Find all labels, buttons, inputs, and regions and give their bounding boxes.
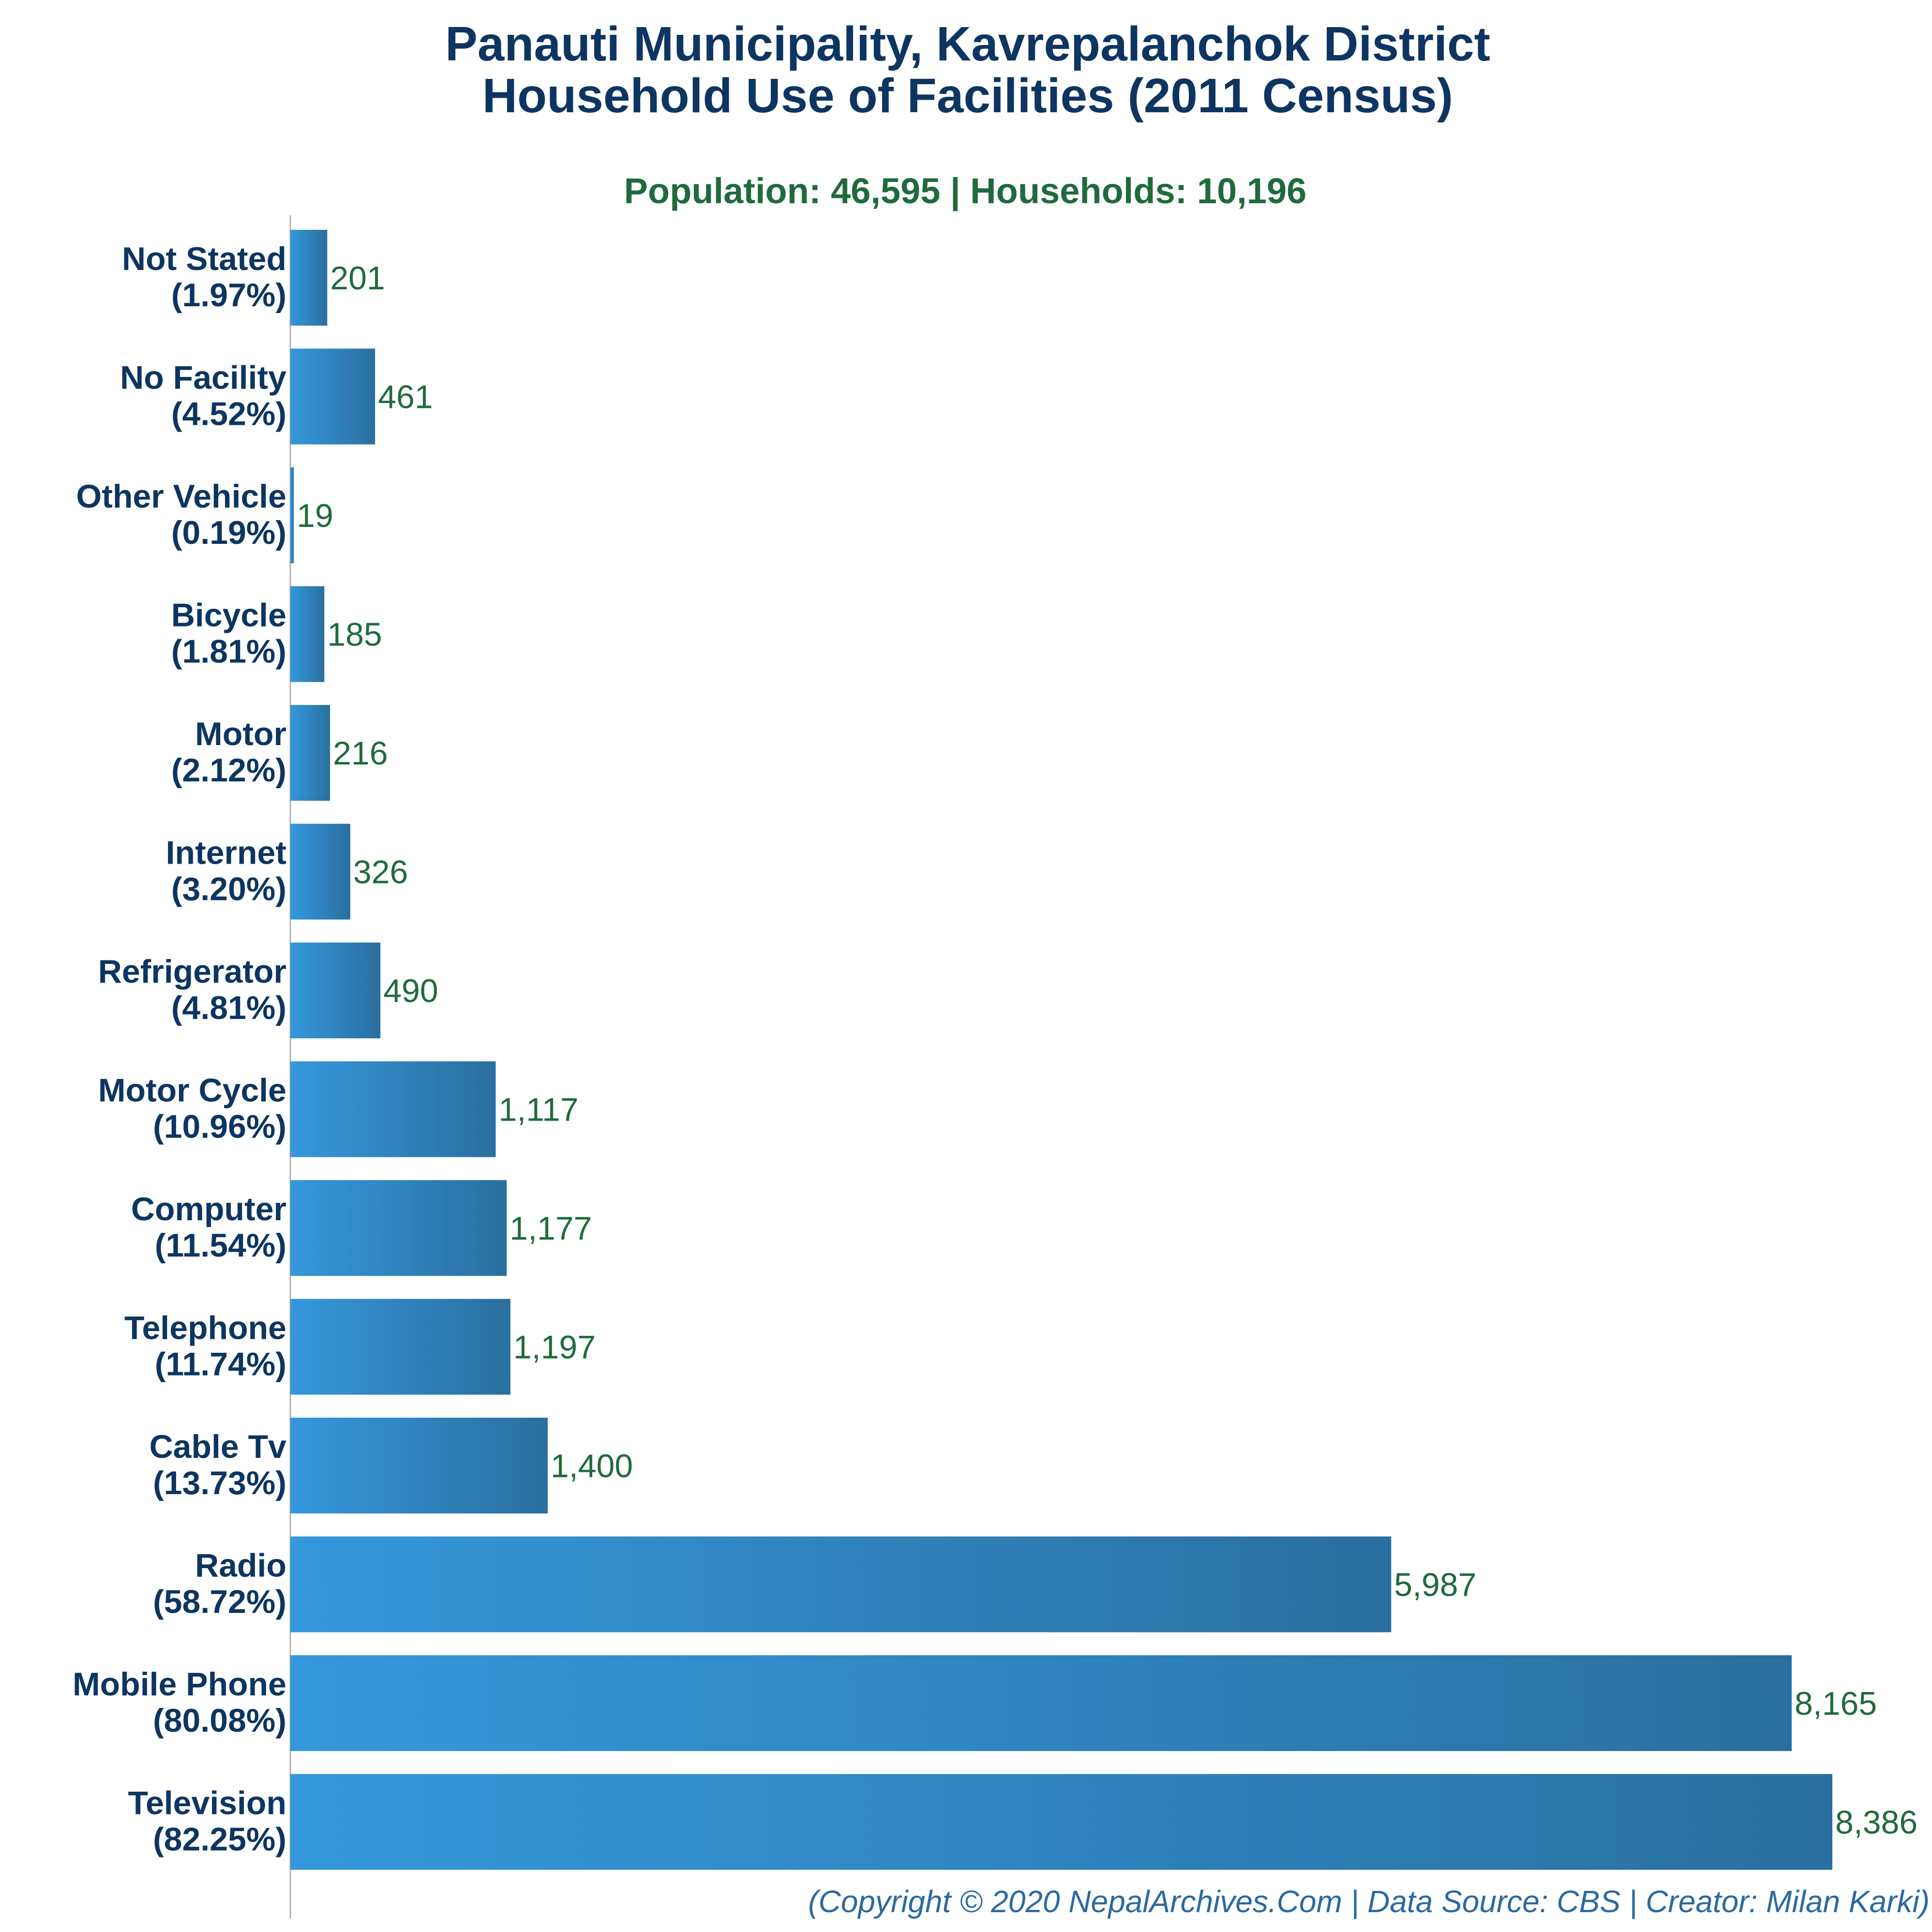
category-label: Refrigerator [98, 953, 286, 990]
category-label: No Facility [120, 359, 286, 396]
bar-other-vehicle [290, 467, 294, 563]
chart-title-line-1: Panauti Municipality, Kavrepalanchok Dis… [445, 17, 1490, 71]
bar-cable-tv [290, 1418, 548, 1513]
value-label: 8,165 [1795, 1685, 1877, 1722]
value-label: 5,987 [1394, 1567, 1476, 1603]
value-label: 1,400 [551, 1448, 633, 1484]
value-label: 201 [330, 260, 385, 297]
bar-internet [290, 824, 350, 920]
chart-subtitle: Population: 46,595 | Households: 10,196 [624, 171, 1307, 211]
value-label: 461 [378, 379, 433, 416]
value-label: 490 [383, 973, 438, 1009]
bar-television [290, 1774, 1832, 1870]
bar-computer [290, 1180, 507, 1276]
percent-label: (80.08%) [153, 1702, 286, 1739]
percent-label: (1.97%) [171, 277, 286, 314]
bar-telephone [290, 1299, 510, 1395]
category-label: Not Stated [122, 240, 286, 277]
category-label: Telephone [124, 1310, 286, 1347]
percent-label: (11.54%) [155, 1227, 286, 1264]
value-label: 326 [353, 854, 408, 891]
value-label: 216 [333, 735, 388, 772]
percent-label: (58.72%) [153, 1584, 286, 1620]
bar-motor-cycle [290, 1061, 496, 1157]
percent-label: (13.73%) [153, 1465, 286, 1501]
bar-radio [290, 1536, 1392, 1632]
category-label: Bicycle [171, 597, 286, 634]
bar-mobile-phone [290, 1655, 1792, 1751]
value-label: 1,117 [499, 1092, 579, 1128]
value-label: 1,197 [513, 1329, 596, 1366]
bar-bicycle [290, 586, 325, 682]
category-label: Other Vehicle [76, 478, 286, 515]
percent-label: (4.81%) [171, 989, 286, 1026]
value-label: 19 [297, 497, 333, 534]
category-label: Cable Tv [150, 1428, 287, 1465]
bar-no-facility [290, 348, 375, 445]
category-label: Radio [195, 1547, 286, 1584]
bar-motor [290, 705, 330, 801]
percent-label: (3.20%) [171, 871, 286, 908]
percent-label: (10.96%) [153, 1108, 286, 1145]
value-label: 1,177 [509, 1210, 592, 1247]
bars-layer: 201 Not Stated(1.97%) 461 No Facility(4.52%… [73, 230, 1917, 1870]
category-label: Motor [195, 716, 286, 752]
footer-credit: (Copyright © 2020 NepalArchives.Com | Da… [808, 1884, 1930, 1919]
bar-not-stated [290, 230, 328, 326]
bar-refrigerator [290, 943, 381, 1038]
value-label: 185 [327, 616, 382, 653]
percent-label: (0.19%) [171, 514, 286, 551]
percent-label: (4.52%) [171, 396, 286, 433]
percent-label: (11.74%) [155, 1346, 286, 1383]
category-label: Motor Cycle [98, 1072, 286, 1109]
percent-label: (82.25%) [153, 1821, 286, 1858]
category-label: Mobile Phone [73, 1666, 286, 1703]
percent-label: (1.81%) [171, 633, 286, 670]
chart-title-line-2: Household Use of Facilities (2011 Census… [482, 69, 1453, 123]
value-label: 8,386 [1835, 1804, 1917, 1841]
percent-label: (2.12%) [171, 752, 286, 789]
category-label: Television [128, 1785, 286, 1822]
category-label: Internet [166, 835, 286, 871]
category-label: Computer [131, 1191, 286, 1228]
